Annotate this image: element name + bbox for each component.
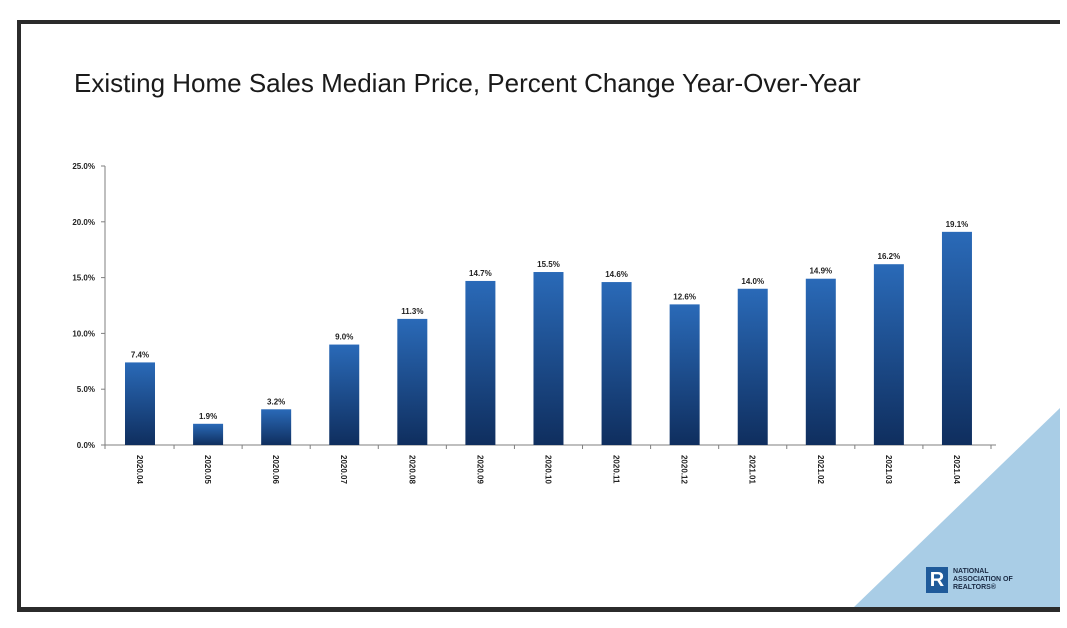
bar-2020.04 [125, 362, 155, 445]
bar-2021.02 [805, 278, 836, 445]
bar-2020.05 [193, 423, 224, 445]
bar-2021.03 [873, 264, 904, 445]
data-label: 11.3% [401, 307, 423, 316]
data-label: 12.6% [673, 292, 696, 301]
y-tick-label: 15.0% [72, 274, 95, 283]
frame-border-left [17, 20, 21, 612]
x-tick-label: 2020.05 [203, 455, 212, 484]
bar-2021.04 [941, 231, 972, 445]
x-tick-label: 2020.11 [612, 455, 621, 484]
x-tick-label: 2021.01 [748, 455, 757, 484]
frame-border-bottom [20, 607, 1060, 612]
realtor-r-icon: R [926, 567, 948, 593]
data-label: 16.2% [878, 252, 901, 261]
nar-logo-line-2: ASSOCIATION OF [953, 576, 1013, 583]
y-tick-label: 25.0% [72, 162, 95, 171]
slide: Existing Home Sales Median Price, Percen… [21, 24, 1060, 607]
data-label: 7.4% [131, 350, 149, 359]
data-label: 14.0% [741, 277, 764, 286]
data-label: 14.6% [605, 270, 628, 279]
x-tick-label: 2020.06 [271, 455, 280, 484]
bar-2020.10 [533, 272, 564, 445]
x-tick-label: 2020.04 [135, 455, 144, 484]
bar-2020.07 [329, 344, 360, 445]
bar-2020.09 [465, 280, 496, 445]
bar-2021.01 [737, 288, 768, 445]
nar-logo-text: NATIONAL ASSOCIATION OF REALTORS® [953, 568, 1013, 592]
corner-decoration [854, 408, 1060, 607]
data-label: 9.0% [335, 333, 353, 342]
bar-2020.08 [397, 318, 428, 445]
x-tick-label: 2020.09 [475, 455, 484, 484]
x-tick-label: 2020.07 [339, 455, 348, 484]
nar-logo-line-1: NATIONAL [953, 568, 989, 575]
y-tick-label: 5.0% [77, 385, 95, 394]
x-tick-label: 2020.12 [680, 455, 689, 484]
y-tick-label: 0.0% [77, 441, 95, 450]
bar-2020.11 [601, 282, 632, 445]
x-tick-label: 2020.10 [543, 455, 552, 484]
data-label: 19.1% [946, 220, 969, 229]
data-label: 15.5% [537, 260, 560, 269]
data-label: 3.2% [267, 397, 285, 406]
bar-chart: 0.0% 5.0% 10.0% 15.0% 20.0% 25.0% 7.4% 2020.04 1… [72, 162, 996, 484]
bar-2020.12 [669, 304, 700, 445]
y-tick-label: 10.0% [72, 329, 95, 338]
nar-logo: R NATIONAL ASSOCIATION OF REALTORS® [926, 567, 1013, 593]
nar-logo-line-3: REALTORS® [953, 584, 997, 591]
x-tick-label: 2021.04 [952, 455, 961, 484]
bar-2020.06 [261, 409, 292, 445]
data-label: 1.9% [199, 412, 217, 421]
frame-border-top [20, 20, 1060, 24]
x-tick-label: 2020.08 [407, 455, 416, 484]
y-tick-label: 20.0% [72, 218, 95, 227]
data-label: 14.9% [809, 267, 832, 276]
x-tick-label: 2021.02 [816, 455, 825, 484]
data-label: 14.7% [469, 269, 492, 278]
x-tick-label: 2021.03 [884, 455, 893, 484]
corner-triangle-shape [854, 408, 1060, 607]
page-title: Existing Home Sales Median Price, Percen… [74, 68, 861, 98]
